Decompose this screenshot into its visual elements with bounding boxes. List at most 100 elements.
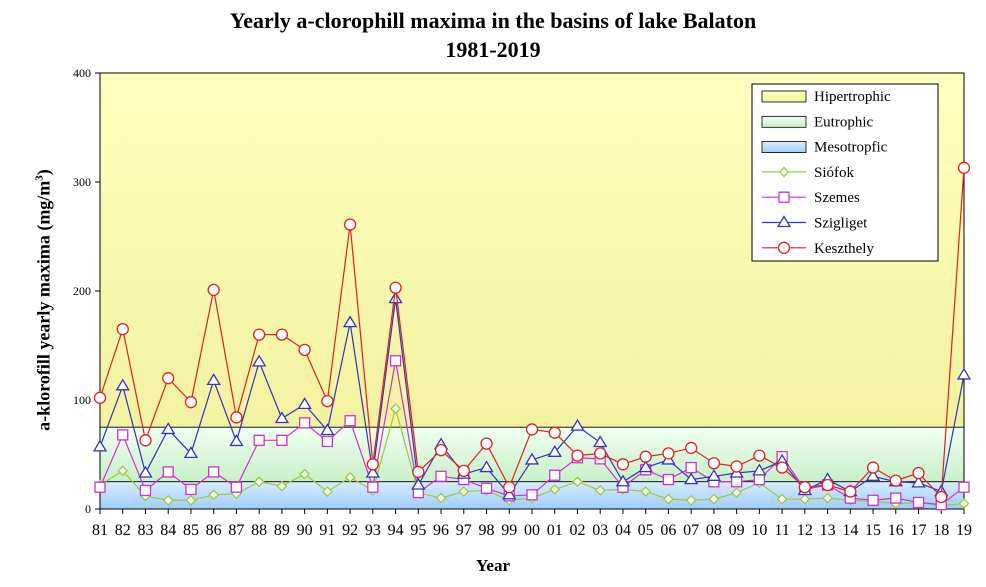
y-tick-label: 400 <box>73 66 91 80</box>
data-point <box>479 460 494 473</box>
data-point <box>321 486 333 497</box>
data-point <box>912 466 925 480</box>
data-point <box>503 481 516 494</box>
data-point <box>275 328 289 341</box>
y-tick-label: 200 <box>73 284 91 298</box>
x-tick-label: 01 <box>547 522 563 539</box>
x-tick-label: 05 <box>638 522 654 539</box>
data-point <box>775 461 789 474</box>
legend-label: Hipertrophic <box>814 89 891 105</box>
legend-label: Keszthely <box>814 241 874 257</box>
x-tick-label: 08 <box>706 522 722 539</box>
data-point <box>365 465 380 478</box>
data-point <box>206 373 221 386</box>
data-point <box>344 471 356 483</box>
data-point <box>957 161 971 174</box>
data-point <box>434 443 448 457</box>
y-tick-label: 300 <box>73 175 91 189</box>
x-axis-label: Year <box>476 556 510 575</box>
data-point <box>799 493 811 505</box>
data-point <box>366 458 379 471</box>
x-tick-label: 18 <box>933 522 949 539</box>
data-point <box>344 415 356 427</box>
data-point <box>777 241 791 254</box>
data-point <box>753 449 766 462</box>
data-point <box>480 437 493 450</box>
data-point <box>457 464 470 478</box>
data-point <box>778 166 790 178</box>
x-tick-label: 94 <box>388 522 404 539</box>
x-tick-label: 07 <box>683 522 699 539</box>
data-point <box>299 468 311 480</box>
legend-label: Mesotropfic <box>814 140 888 156</box>
x-tick-label: 88 <box>251 522 267 539</box>
x-tick-label: 03 <box>592 522 608 539</box>
data-point <box>321 435 334 448</box>
data-point <box>502 487 517 500</box>
data-point <box>184 396 198 409</box>
data-point <box>139 484 152 497</box>
data-point <box>138 465 153 478</box>
x-tick-label: 95 <box>410 522 426 539</box>
data-point <box>342 315 358 328</box>
data-point <box>94 481 106 493</box>
data-point <box>730 476 743 488</box>
data-point <box>321 394 334 408</box>
x-tick-label: 93 <box>365 522 381 539</box>
x-tick-label: 99 <box>501 522 517 539</box>
legend-swatch <box>761 141 807 154</box>
x-tick-label: 86 <box>206 522 222 539</box>
data-point <box>731 487 743 499</box>
data-point <box>183 446 199 459</box>
x-tick-label: 89 <box>274 522 290 539</box>
data-point <box>798 481 811 494</box>
data-point <box>890 492 902 504</box>
legend-swatch <box>761 115 807 128</box>
x-tick-label: 92 <box>342 522 358 539</box>
data-point <box>730 460 743 473</box>
x-tick-label: 82 <box>115 522 131 539</box>
x-tick-label: 91 <box>319 522 335 539</box>
legend-label: Siófok <box>814 165 855 181</box>
data-point <box>549 469 561 481</box>
data-point <box>139 434 152 447</box>
legend-swatch <box>761 90 807 103</box>
data-point <box>548 426 561 439</box>
data-point <box>390 403 401 415</box>
data-point <box>752 463 767 476</box>
data-point <box>389 281 402 294</box>
x-tick-label: 96 <box>433 522 449 539</box>
data-point <box>320 423 335 436</box>
x-tick-label: 97 <box>456 522 472 539</box>
data-point <box>435 470 447 482</box>
data-point <box>958 481 970 493</box>
data-point <box>185 494 197 506</box>
data-point <box>161 422 176 435</box>
data-point <box>912 496 925 509</box>
chart-title: Yearly a-clorophill maxima in the basins… <box>229 8 757 33</box>
data-point <box>593 435 608 448</box>
data-point <box>276 434 288 446</box>
data-point <box>708 493 720 505</box>
data-point <box>388 291 403 304</box>
chart-title-block: Yearly a-clorophill maxima in the basins… <box>0 6 986 64</box>
data-point <box>844 485 857 498</box>
data-point <box>480 482 493 494</box>
data-point <box>821 478 834 492</box>
data-point <box>297 397 312 410</box>
data-point <box>547 445 562 457</box>
data-point <box>253 434 265 446</box>
data-point <box>911 475 926 488</box>
data-point <box>116 322 129 336</box>
data-point <box>639 450 652 463</box>
data-point <box>185 483 197 496</box>
chart-subtitle: 1981-2019 <box>445 37 541 62</box>
legend-label: Eutrophic <box>814 114 873 130</box>
data-point <box>776 215 792 228</box>
x-tick-label: 13 <box>820 522 836 539</box>
data-point <box>615 474 631 487</box>
data-point <box>822 492 833 504</box>
data-point <box>412 465 425 479</box>
data-point <box>252 354 267 367</box>
data-point <box>367 481 379 493</box>
